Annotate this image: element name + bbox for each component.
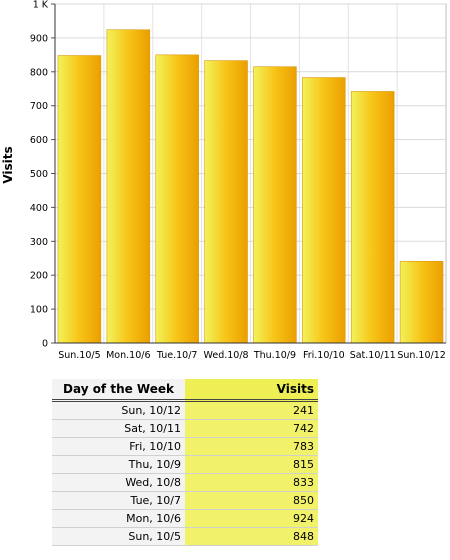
visits-cell: 833 (185, 473, 318, 492)
day-cell: Thu, 10/9 (52, 455, 185, 474)
y-tick-label: 100 (30, 305, 48, 316)
table-row: Wed, 10/8 833 (52, 473, 318, 492)
visits-cell: 241 (185, 400, 318, 420)
table-header-row: Day of the Week Visits (52, 379, 318, 402)
bar (399, 261, 444, 344)
bar (106, 29, 151, 344)
day-cell: Wed, 10/8 (52, 473, 185, 492)
day-cell: Fri, 10/10 (52, 437, 185, 456)
visits-table: Day of the Week Visits Sun, 10/12 241 Sat… (52, 379, 318, 546)
table-row: Thu, 10/9 815 (52, 455, 318, 474)
day-cell: Mon, 10/6 (52, 509, 185, 528)
visits-cell: 848 (185, 527, 318, 546)
x-tick-label: Thu.10/9 (253, 350, 296, 361)
y-tick-label: 700 (30, 101, 48, 112)
x-tick-label: Fri.10/10 (303, 350, 345, 361)
x-tick-label: Tue.10/7 (156, 350, 198, 361)
x-tick-label: Sun.10/5 (58, 350, 100, 361)
y-tick-label: 500 (30, 169, 48, 180)
day-cell: Sun, 10/12 (52, 400, 185, 420)
bar (155, 54, 199, 344)
x-tick-label: Sat.10/11 (350, 350, 396, 361)
day-cell: Sun, 10/5 (52, 527, 185, 546)
visits-cell: 850 (185, 491, 318, 510)
bar (253, 66, 297, 344)
bar (350, 91, 395, 344)
y-tick-label: 600 (30, 135, 48, 146)
x-tick-label: Mon.10/6 (106, 350, 150, 361)
day-cell: Tue, 10/7 (52, 491, 185, 510)
x-tick-label: Sun.10/12 (397, 350, 445, 361)
visits-cell: 924 (185, 509, 318, 528)
y-tick-label: 300 (30, 237, 48, 248)
visits-column-header: Visits (185, 379, 318, 402)
y-tick-label: 800 (30, 67, 48, 78)
y-tick-label: 400 (30, 203, 48, 214)
bar (302, 77, 346, 344)
table-row: Sat, 10/11 742 (52, 419, 318, 438)
y-tick-label: 200 (30, 271, 48, 282)
y-tick-label: 900 (30, 33, 48, 44)
visits-bar-chart: Visits 0 100 200 300 400 500 600 700 800 900 1 K Su… (1, 0, 447, 361)
visits-cell: 783 (185, 437, 318, 456)
table-row: Sun, 10/5 848 (52, 527, 318, 546)
y-tick-label: 1 K (33, 0, 49, 11)
day-cell: Sat, 10/11 (52, 419, 185, 438)
bar (204, 60, 248, 344)
table-row: Mon, 10/6 924 (52, 509, 318, 528)
bar (57, 55, 102, 344)
table-row: Sun, 10/12 241 (52, 400, 318, 420)
visits-cell: 742 (185, 419, 318, 438)
visits-cell: 815 (185, 455, 318, 474)
y-axis-label: Visits (1, 146, 15, 183)
x-tick-label: Wed.10/8 (204, 350, 249, 361)
day-column-header: Day of the Week (52, 379, 185, 402)
y-tick-label: 0 (42, 339, 48, 350)
table-row: Fri, 10/10 783 (52, 437, 318, 456)
table-row: Tue, 10/7 850 (52, 491, 318, 510)
